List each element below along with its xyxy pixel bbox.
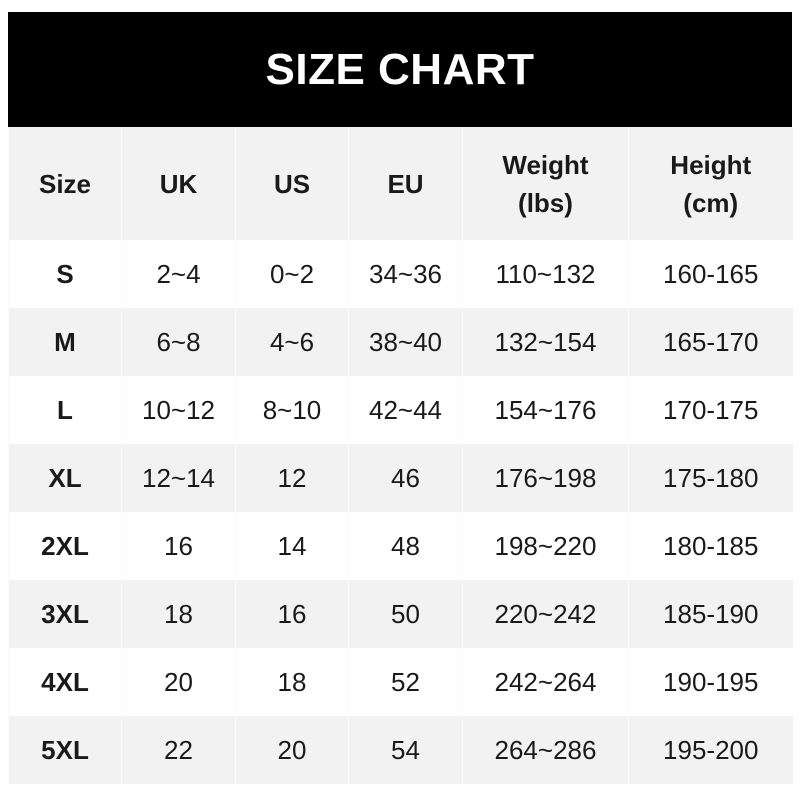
table-row: 3XL 18 16 50 220~242 185-190 xyxy=(8,580,793,648)
size-cell: 4XL xyxy=(8,648,122,716)
table-cell: 6~8 xyxy=(121,308,236,376)
table-cell: 220~242 xyxy=(462,580,629,648)
table-cell: 175-180 xyxy=(628,444,793,512)
column-header-text: Size xyxy=(38,168,92,199)
table-cell: 20 xyxy=(121,648,236,716)
table-cell: 242~264 xyxy=(462,648,629,716)
size-cell: 3XL xyxy=(8,580,122,648)
column-header: EU xyxy=(348,127,463,240)
table-row: S 2~4 0~2 34~36 110~132 160-165 xyxy=(8,240,793,308)
table-cell: 16 xyxy=(235,580,349,648)
table-cell: 195-200 xyxy=(628,716,793,784)
table-cell: 198~220 xyxy=(462,512,629,580)
size-cell: XL xyxy=(8,444,122,512)
table-cell: 20 xyxy=(235,716,349,784)
table-cell: 14 xyxy=(235,512,349,580)
table-cell: 52 xyxy=(348,648,463,716)
column-header-text: EU xyxy=(387,168,424,199)
table-cell: 170-175 xyxy=(628,376,793,444)
table-cell: 165-170 xyxy=(628,308,793,376)
size-cell: 5XL xyxy=(8,716,122,784)
column-header-text: Height xyxy=(670,149,752,180)
column-header: Height (cm) xyxy=(628,127,793,240)
table-cell: 50 xyxy=(348,580,463,648)
size-chart-title: SIZE CHART xyxy=(8,12,792,127)
size-cell: 2XL xyxy=(8,512,122,580)
table-cell: 180-185 xyxy=(628,512,793,580)
table-cell: 10~12 xyxy=(121,376,236,444)
table-row: XL 12~14 12 46 176~198 175-180 xyxy=(8,444,793,512)
column-header-text: US xyxy=(273,168,311,199)
size-cell: S xyxy=(8,240,122,308)
table-cell: 16 xyxy=(121,512,236,580)
table-row: 4XL 20 18 52 242~264 190-195 xyxy=(8,648,793,716)
column-header: Weight (lbs) xyxy=(462,127,629,240)
column-header-text: Weight xyxy=(502,149,589,180)
header-row: Size UK US EU Weight (lbs) Height (cm) xyxy=(8,127,793,240)
table-cell: 34~36 xyxy=(348,240,463,308)
table-cell: 18 xyxy=(121,580,236,648)
size-cell: L xyxy=(8,376,122,444)
table-cell: 8~10 xyxy=(235,376,349,444)
table-row: M 6~8 4~6 38~40 132~154 165-170 xyxy=(8,308,793,376)
table-cell: 48 xyxy=(348,512,463,580)
table-cell: 264~286 xyxy=(462,716,629,784)
table-row: 5XL 22 20 54 264~286 195-200 xyxy=(8,716,793,784)
table-cell: 132~154 xyxy=(462,308,629,376)
table-cell: 54 xyxy=(348,716,463,784)
table-row: L 10~12 8~10 42~44 154~176 170-175 xyxy=(8,376,793,444)
column-header-text: UK xyxy=(159,168,198,199)
table-cell: 42~44 xyxy=(348,376,463,444)
table-cell: 160-165 xyxy=(628,240,793,308)
table-cell: 2~4 xyxy=(121,240,236,308)
table-cell: 176~198 xyxy=(462,444,629,512)
table-cell: 154~176 xyxy=(462,376,629,444)
table-row: 2XL 16 14 48 198~220 180-185 xyxy=(8,512,793,580)
table-cell: 46 xyxy=(348,444,463,512)
table-cell: 0~2 xyxy=(235,240,349,308)
table-cell: 12 xyxy=(235,444,349,512)
table-cell: 12~14 xyxy=(121,444,236,512)
table-cell: 22 xyxy=(121,716,236,784)
table-cell: 4~6 xyxy=(235,308,349,376)
table-cell: 38~40 xyxy=(348,308,463,376)
size-cell: M xyxy=(8,308,122,376)
column-header-text: (cm) xyxy=(683,187,739,218)
table-cell: 110~132 xyxy=(462,240,629,308)
column-header: Size xyxy=(8,127,122,240)
column-header: UK xyxy=(121,127,236,240)
table-cell: 185-190 xyxy=(628,580,793,648)
table-cell: 18 xyxy=(235,648,349,716)
column-header: US xyxy=(235,127,349,240)
table-cell: 190-195 xyxy=(628,648,793,716)
column-header-text: (lbs) xyxy=(518,187,573,218)
size-table: Size UK US EU Weight (lbs) Height (cm) S 2~4 0~2 3… xyxy=(8,127,793,784)
